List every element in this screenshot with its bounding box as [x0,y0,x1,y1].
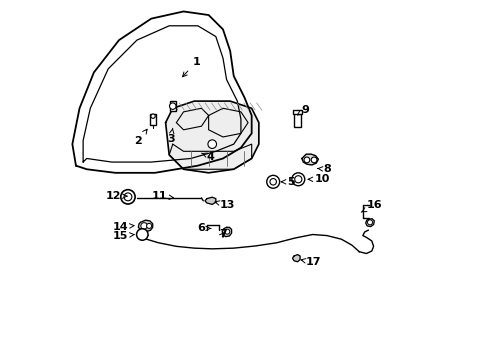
Text: 3: 3 [166,128,174,144]
Circle shape [136,229,148,240]
Circle shape [310,157,316,163]
Text: 6: 6 [197,224,210,233]
Text: 15: 15 [112,231,134,240]
Bar [293,110,301,114]
Circle shape [141,223,147,229]
Bar [169,101,175,111]
Polygon shape [222,227,231,237]
Circle shape [269,179,276,185]
Bar [294,113,300,127]
Bar [149,114,156,126]
Circle shape [291,173,304,186]
Text: 4: 4 [201,152,214,162]
Circle shape [304,157,309,163]
Circle shape [124,193,132,201]
Text: 1: 1 [182,57,200,77]
Polygon shape [165,101,258,173]
Polygon shape [72,12,251,173]
Circle shape [207,140,216,148]
Text: 8: 8 [317,164,330,174]
Circle shape [367,220,372,225]
Circle shape [151,114,155,118]
Circle shape [224,229,229,234]
Text: 17: 17 [301,257,320,267]
Text: 9: 9 [297,105,308,115]
Circle shape [121,190,135,204]
Polygon shape [204,197,215,204]
Polygon shape [301,154,318,165]
Text: 12: 12 [105,191,127,201]
Text: 16: 16 [361,200,381,212]
Polygon shape [292,255,300,262]
Circle shape [294,176,301,183]
Circle shape [169,103,176,109]
Polygon shape [138,220,152,231]
Polygon shape [365,219,373,226]
Text: 13: 13 [215,200,234,210]
Text: 2: 2 [134,129,147,145]
Circle shape [266,175,279,188]
Text: 5: 5 [281,177,295,187]
Circle shape [146,224,151,228]
Text: 14: 14 [112,222,134,231]
Text: 11: 11 [152,191,173,201]
Text: 7: 7 [219,229,227,239]
Text: 10: 10 [307,174,329,184]
